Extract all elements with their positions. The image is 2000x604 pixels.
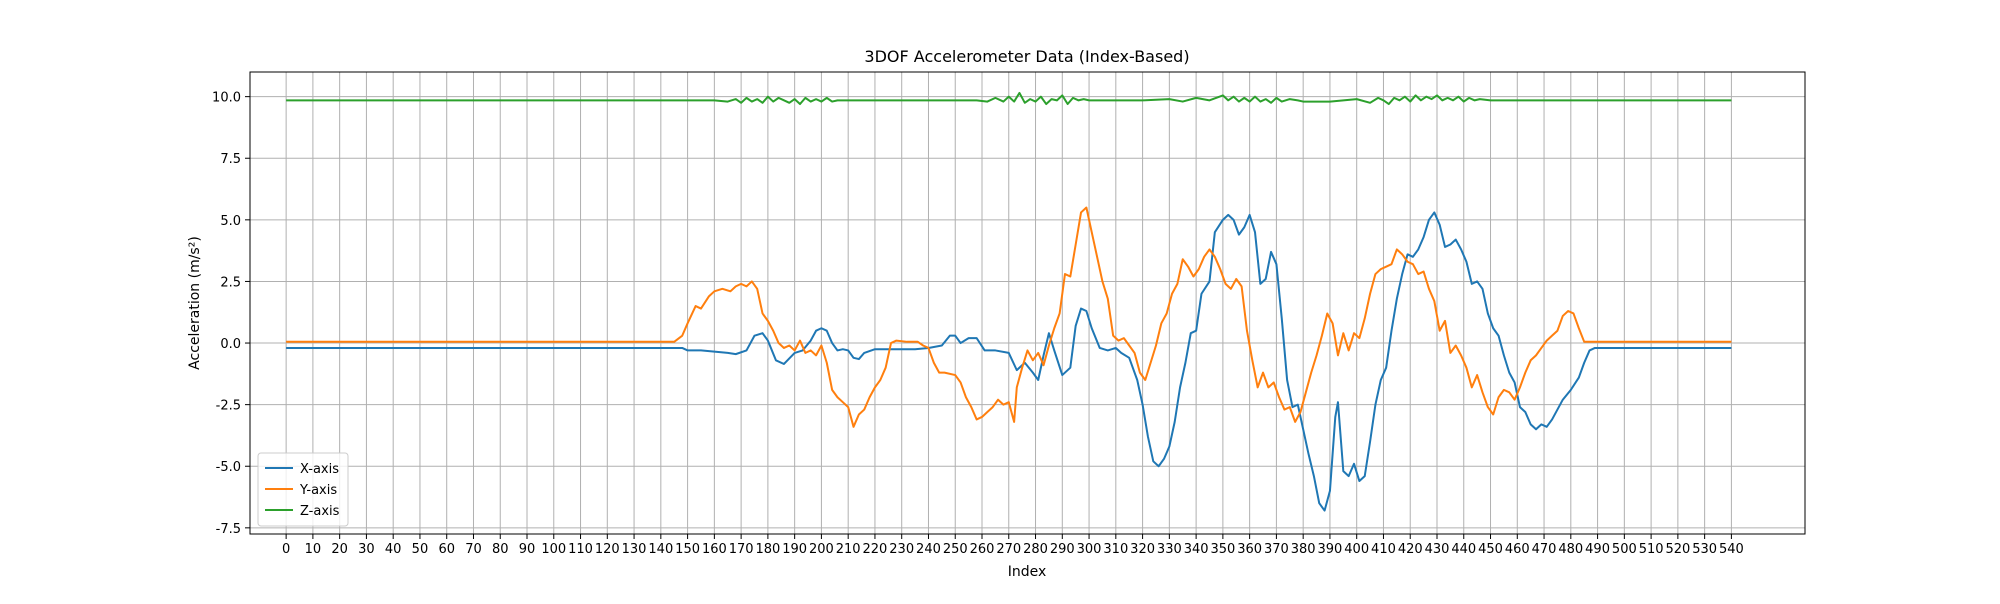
x-tick-label: 510 (1639, 542, 1664, 557)
y-axis-label: Acceleration (m/s²) (187, 236, 203, 370)
x-tick-label: 340 (1184, 542, 1209, 557)
x-tick-label: 90 (519, 542, 536, 557)
x-tick-label: 450 (1478, 542, 1503, 557)
x-tick-label: 370 (1264, 542, 1289, 557)
x-tick-label: 240 (916, 542, 941, 557)
x-tick-label: 20 (331, 542, 348, 557)
legend-label-y-axis: Y-axis (299, 483, 337, 498)
series-line-z-axis (286, 91, 1732, 106)
x-tick-label: 390 (1318, 542, 1343, 557)
x-tick-label: 70 (465, 542, 482, 557)
x-tick-label: 150 (675, 542, 700, 557)
x-tick-label: 410 (1371, 542, 1396, 557)
x-tick-label: 380 (1291, 542, 1316, 557)
y-tick-label: -7.5 (216, 522, 241, 537)
x-tick-label: 350 (1210, 542, 1235, 557)
x-tick-label: 210 (836, 542, 861, 557)
x-tick-label: 100 (541, 542, 566, 557)
y-tick-label: 10.0 (212, 91, 241, 106)
x-tick-label: 30 (358, 542, 375, 557)
y-tick-label: -2.5 (216, 399, 241, 414)
x-tick-label: 310 (1103, 542, 1128, 557)
x-tick-label: 260 (970, 542, 995, 557)
x-tick-label: 530 (1692, 542, 1717, 557)
x-tick-label: 460 (1505, 542, 1530, 557)
x-tick-label: 360 (1237, 542, 1262, 557)
x-tick-label: 120 (595, 542, 620, 557)
x-tick-label: 300 (1077, 542, 1102, 557)
x-tick-label: 180 (755, 542, 780, 557)
x-tick-label: 270 (996, 542, 1021, 557)
chart-title: 3DOF Accelerometer Data (Index-Based) (864, 47, 1189, 66)
x-tick-label: 0 (282, 542, 290, 557)
x-tick-label: 220 (863, 542, 888, 557)
x-tick-label: 420 (1398, 542, 1423, 557)
x-tick-label: 320 (1130, 542, 1155, 557)
y-tick-label: 2.5 (220, 275, 241, 290)
x-tick-label: 190 (782, 542, 807, 557)
x-tick-label: 490 (1585, 542, 1610, 557)
y-tick-label: 7.5 (220, 152, 241, 167)
x-tick-label: 430 (1425, 542, 1450, 557)
series-line-y-axis (286, 206, 1732, 428)
x-tick-label: 140 (648, 542, 673, 557)
grid-layer (250, 72, 1805, 534)
legend-label-x-axis: X-axis (300, 462, 339, 477)
series-layer (286, 91, 1732, 512)
x-tick-label: 50 (412, 542, 429, 557)
tick-layer: 0 10 20 30 40 50 60 70 80 90 100 110 120 130 140 150 160… (212, 91, 1744, 557)
x-tick-label: 130 (622, 542, 647, 557)
x-tick-label: 330 (1157, 542, 1182, 557)
x-tick-label: 60 (438, 542, 455, 557)
x-tick-label: 10 (305, 542, 322, 557)
x-tick-label: 500 (1612, 542, 1637, 557)
x-tick-label: 80 (492, 542, 509, 557)
plot-frame (249, 71, 1806, 535)
x-tick-label: 470 (1532, 542, 1557, 557)
x-tick-label: 40 (385, 542, 402, 557)
x-tick-label: 170 (729, 542, 754, 557)
x-tick-label: 540 (1719, 542, 1744, 557)
y-tick-label: 0.0 (220, 337, 241, 352)
legend-label-z-axis: Z-axis (300, 504, 340, 519)
y-tick-label: 5.0 (220, 214, 241, 229)
x-tick-label: 250 (943, 542, 968, 557)
x-tick-label: 110 (568, 542, 593, 557)
x-tick-label: 290 (1050, 542, 1075, 557)
x-tick-label: 520 (1665, 542, 1690, 557)
x-tick-label: 440 (1451, 542, 1476, 557)
x-tick-label: 160 (702, 542, 727, 557)
legend-box (257, 452, 349, 527)
x-tick-label: 480 (1558, 542, 1583, 557)
x-axis-label: Index (1008, 564, 1047, 580)
legend: X-axis Y-axis Z-axis (257, 452, 349, 527)
x-tick-label: 280 (1023, 542, 1048, 557)
x-tick-label: 200 (809, 542, 834, 557)
x-tick-label: 230 (889, 542, 914, 557)
x-tick-label: 400 (1344, 542, 1369, 557)
y-tick-label: -5.0 (216, 460, 241, 475)
series-line-x-axis (286, 211, 1732, 512)
